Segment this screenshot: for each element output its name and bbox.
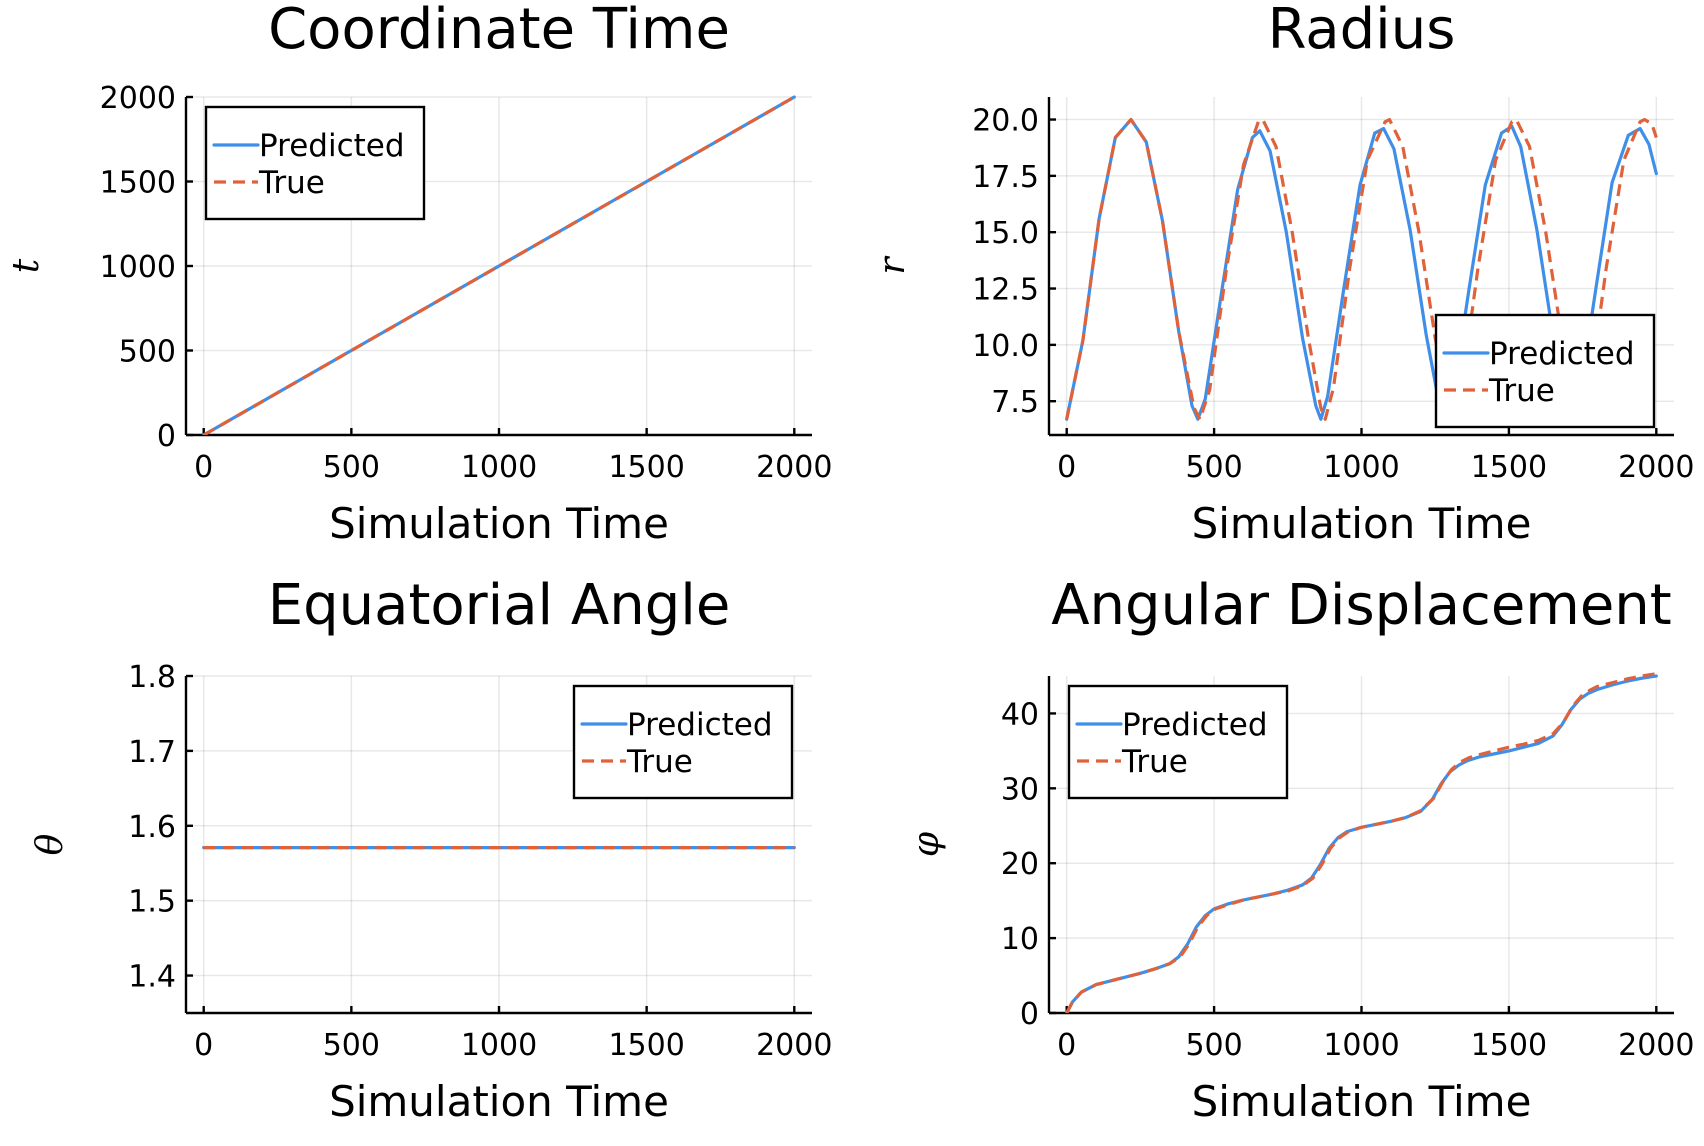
x-tick-label: 2000 <box>756 1028 832 1063</box>
legend-box <box>204 105 426 221</box>
subplot-4: 0 500 1000 1500 2000 0 10 20 30 40 Angular Displac… <box>906 573 1694 1126</box>
series-line-predicted <box>202 95 796 435</box>
x-axis-label: Simulation Time <box>1192 1077 1532 1126</box>
x-tick-label: 1500 <box>1471 450 1547 485</box>
x-tick-label: 1500 <box>1471 1028 1547 1063</box>
x-tick-label: 1000 <box>1323 450 1399 485</box>
chart-title: Equatorial Angle <box>268 573 731 638</box>
x-tick-label: 0 <box>194 1028 213 1063</box>
subplot-2: 0 500 1000 1500 2000 7.5 10.0 12.5 15.0 17.5 20.0 R… <box>872 0 1694 548</box>
y-tick-label: 10.0 <box>972 329 1039 364</box>
y-tick-label: 1000 <box>100 250 176 285</box>
x-tick-label: 500 <box>323 450 380 485</box>
y-tick-label: 1500 <box>100 166 176 201</box>
legend-box <box>572 684 794 800</box>
legend-label-true: True <box>1488 373 1555 409</box>
y-axis-label: φ <box>906 831 947 857</box>
y-tick-label: 0 <box>157 419 176 454</box>
x-tick-label: 0 <box>1057 450 1076 485</box>
legend-label-predicted: Predicted <box>1122 707 1268 743</box>
y-tick-label: 500 <box>119 335 176 370</box>
x-tick-label: 2000 <box>756 450 832 485</box>
chart-title: Angular Displacement <box>1051 573 1672 638</box>
y-tick-label: 1.6 <box>128 810 176 845</box>
y-axis-label: r <box>872 256 913 275</box>
legend-label-true: True <box>258 165 325 201</box>
y-tick-label: 30 <box>1001 772 1039 807</box>
y-tick-label: 1.4 <box>128 960 176 995</box>
subplot-1: 0 500 1000 1500 2000 0 500 1000 1500 2000 Coordina… <box>6 0 832 548</box>
y-tick-label: 20 <box>1001 847 1039 882</box>
y-tick-label: 1.8 <box>128 660 176 695</box>
x-axis-label: Simulation Time <box>329 499 669 548</box>
y-tick-label: 10 <box>1001 922 1039 957</box>
legend-box <box>1434 313 1656 429</box>
x-tick-label: 1500 <box>608 1028 684 1063</box>
chart-title: Coordinate Time <box>268 0 730 62</box>
subplot-3: 0 500 1000 1500 2000 1.4 1.5 1.6 1.7 1.8 Equatoria… <box>30 573 832 1126</box>
legend-label-true: True <box>1121 744 1188 780</box>
series-line-true <box>1065 117 1658 421</box>
y-tick-label: 1.7 <box>128 735 176 770</box>
legend-label-predicted: Predicted <box>259 128 405 164</box>
legend-label-predicted: Predicted <box>1489 336 1635 372</box>
y-tick-label: 1.5 <box>128 885 176 920</box>
y-axis-label: t <box>6 258 47 273</box>
y-axis-label: θ <box>30 833 71 855</box>
legend-label-predicted: Predicted <box>627 707 773 743</box>
x-tick-label: 1000 <box>1323 1028 1399 1063</box>
legend-label-true: True <box>626 744 693 780</box>
y-tick-label: 20.0 <box>972 104 1039 139</box>
x-tick-label: 1000 <box>461 450 537 485</box>
x-tick-label: 500 <box>1185 1028 1242 1063</box>
x-axis-label: Simulation Time <box>1192 499 1532 548</box>
legend-box <box>1067 684 1289 800</box>
y-tick-label: 0 <box>1020 997 1039 1032</box>
x-tick-label: 500 <box>323 1028 380 1063</box>
y-tick-label: 7.5 <box>991 385 1039 420</box>
y-tick-label: 2000 <box>100 81 176 116</box>
x-tick-label: 0 <box>1057 1028 1076 1063</box>
y-tick-label: 12.5 <box>972 273 1039 308</box>
series-line-true <box>1065 672 1657 1013</box>
chart-title: Radius <box>1268 0 1456 62</box>
x-tick-label: 500 <box>1185 450 1242 485</box>
x-tick-label: 1000 <box>461 1028 537 1063</box>
x-axis-label: Simulation Time <box>329 1077 669 1126</box>
x-tick-label: 0 <box>194 450 213 485</box>
x-tick-label: 1500 <box>608 450 684 485</box>
y-tick-label: 40 <box>1001 697 1039 732</box>
x-tick-label: 2000 <box>1618 450 1694 485</box>
y-tick-label: 17.5 <box>972 160 1039 195</box>
x-tick-label: 2000 <box>1618 1028 1694 1063</box>
y-tick-label: 15.0 <box>972 216 1039 251</box>
